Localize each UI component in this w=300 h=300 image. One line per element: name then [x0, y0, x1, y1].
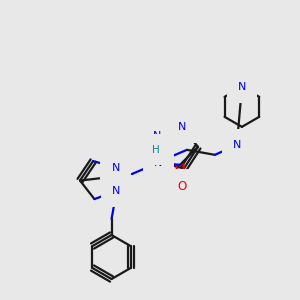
Text: N: N: [112, 163, 120, 172]
Text: N: N: [154, 158, 162, 168]
Text: O: O: [177, 180, 187, 193]
Text: N: N: [153, 131, 162, 141]
Text: H: H: [152, 145, 160, 155]
Text: N: N: [178, 122, 186, 132]
Text: N: N: [155, 157, 163, 167]
Text: N: N: [112, 186, 121, 196]
Text: N: N: [233, 140, 241, 150]
Text: N: N: [238, 82, 246, 92]
